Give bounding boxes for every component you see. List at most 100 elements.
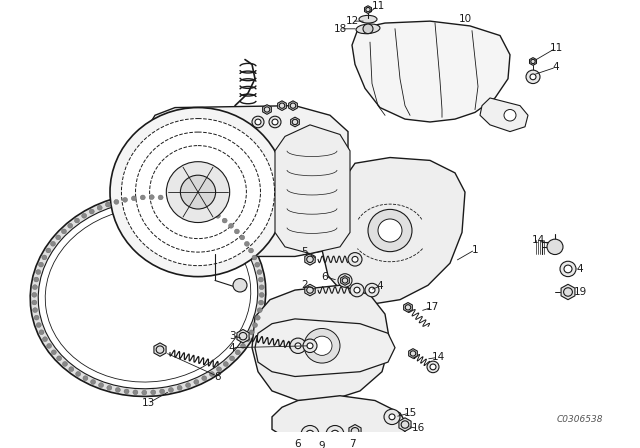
Circle shape	[307, 343, 313, 349]
Circle shape	[252, 116, 264, 128]
Circle shape	[233, 279, 247, 292]
Circle shape	[124, 389, 129, 394]
Circle shape	[291, 103, 296, 108]
Text: 12: 12	[346, 16, 358, 26]
Circle shape	[255, 263, 260, 267]
Polygon shape	[237, 329, 249, 343]
Circle shape	[216, 367, 221, 372]
Circle shape	[47, 344, 52, 348]
Text: 4: 4	[553, 62, 559, 72]
Circle shape	[236, 350, 240, 355]
Circle shape	[39, 330, 44, 335]
Polygon shape	[289, 101, 298, 111]
Circle shape	[234, 229, 239, 234]
Text: C0306538: C0306538	[557, 415, 604, 424]
Text: 17: 17	[426, 302, 438, 312]
Circle shape	[33, 285, 37, 289]
Circle shape	[156, 346, 164, 353]
Polygon shape	[352, 21, 510, 122]
Circle shape	[342, 278, 348, 283]
Circle shape	[255, 119, 261, 125]
Circle shape	[107, 385, 112, 390]
Circle shape	[312, 336, 332, 355]
Circle shape	[51, 350, 56, 355]
Circle shape	[272, 119, 278, 125]
Circle shape	[363, 24, 373, 34]
Circle shape	[97, 205, 102, 210]
Circle shape	[427, 361, 439, 373]
Circle shape	[526, 70, 540, 84]
Circle shape	[301, 426, 319, 443]
Circle shape	[110, 108, 286, 276]
Circle shape	[252, 255, 257, 260]
Circle shape	[303, 339, 317, 353]
Circle shape	[42, 255, 47, 260]
Ellipse shape	[356, 24, 380, 34]
Text: 14: 14	[531, 235, 545, 245]
Text: 13: 13	[141, 398, 155, 409]
Circle shape	[351, 427, 359, 435]
Circle shape	[350, 283, 364, 297]
Circle shape	[560, 261, 576, 276]
Text: 4: 4	[577, 264, 583, 274]
Text: 18: 18	[333, 24, 347, 34]
Circle shape	[32, 300, 37, 305]
Polygon shape	[262, 105, 271, 114]
Text: 15: 15	[403, 408, 417, 418]
Circle shape	[32, 293, 36, 297]
Circle shape	[177, 385, 182, 390]
Circle shape	[76, 371, 81, 376]
Circle shape	[368, 209, 412, 252]
Circle shape	[168, 388, 173, 392]
Circle shape	[215, 213, 220, 218]
Circle shape	[331, 430, 339, 438]
Polygon shape	[272, 396, 408, 446]
Text: 16: 16	[412, 423, 424, 433]
Circle shape	[245, 337, 250, 342]
Circle shape	[56, 235, 61, 240]
Text: 7: 7	[349, 439, 355, 448]
Circle shape	[184, 199, 189, 204]
Circle shape	[61, 229, 67, 234]
Circle shape	[264, 107, 269, 112]
Circle shape	[352, 256, 358, 262]
Circle shape	[158, 195, 163, 200]
Circle shape	[99, 383, 104, 388]
Text: 11: 11	[549, 43, 563, 53]
Circle shape	[36, 323, 41, 327]
Circle shape	[194, 379, 199, 384]
Circle shape	[175, 198, 180, 202]
Circle shape	[259, 293, 264, 297]
Circle shape	[430, 364, 436, 370]
Polygon shape	[349, 425, 361, 438]
Polygon shape	[252, 285, 390, 401]
Polygon shape	[291, 117, 300, 127]
Ellipse shape	[38, 201, 258, 389]
Polygon shape	[340, 276, 349, 285]
Circle shape	[269, 116, 281, 128]
Circle shape	[257, 270, 262, 275]
Text: 6: 6	[294, 439, 301, 448]
Circle shape	[166, 162, 230, 223]
Circle shape	[208, 209, 213, 214]
Circle shape	[123, 198, 127, 202]
Circle shape	[253, 323, 257, 327]
Text: 19: 19	[573, 287, 587, 297]
Circle shape	[140, 195, 145, 200]
Ellipse shape	[30, 193, 266, 396]
Polygon shape	[322, 158, 465, 305]
Circle shape	[306, 430, 314, 438]
Text: 8: 8	[214, 371, 221, 382]
Text: 6: 6	[322, 271, 328, 282]
Circle shape	[34, 315, 39, 320]
Circle shape	[290, 338, 306, 353]
Circle shape	[354, 287, 360, 293]
Circle shape	[307, 256, 314, 263]
Polygon shape	[154, 343, 166, 356]
Circle shape	[115, 388, 120, 392]
Circle shape	[241, 344, 246, 349]
Text: 1: 1	[472, 245, 478, 255]
Circle shape	[46, 248, 51, 253]
Circle shape	[149, 195, 154, 199]
Polygon shape	[480, 98, 528, 132]
